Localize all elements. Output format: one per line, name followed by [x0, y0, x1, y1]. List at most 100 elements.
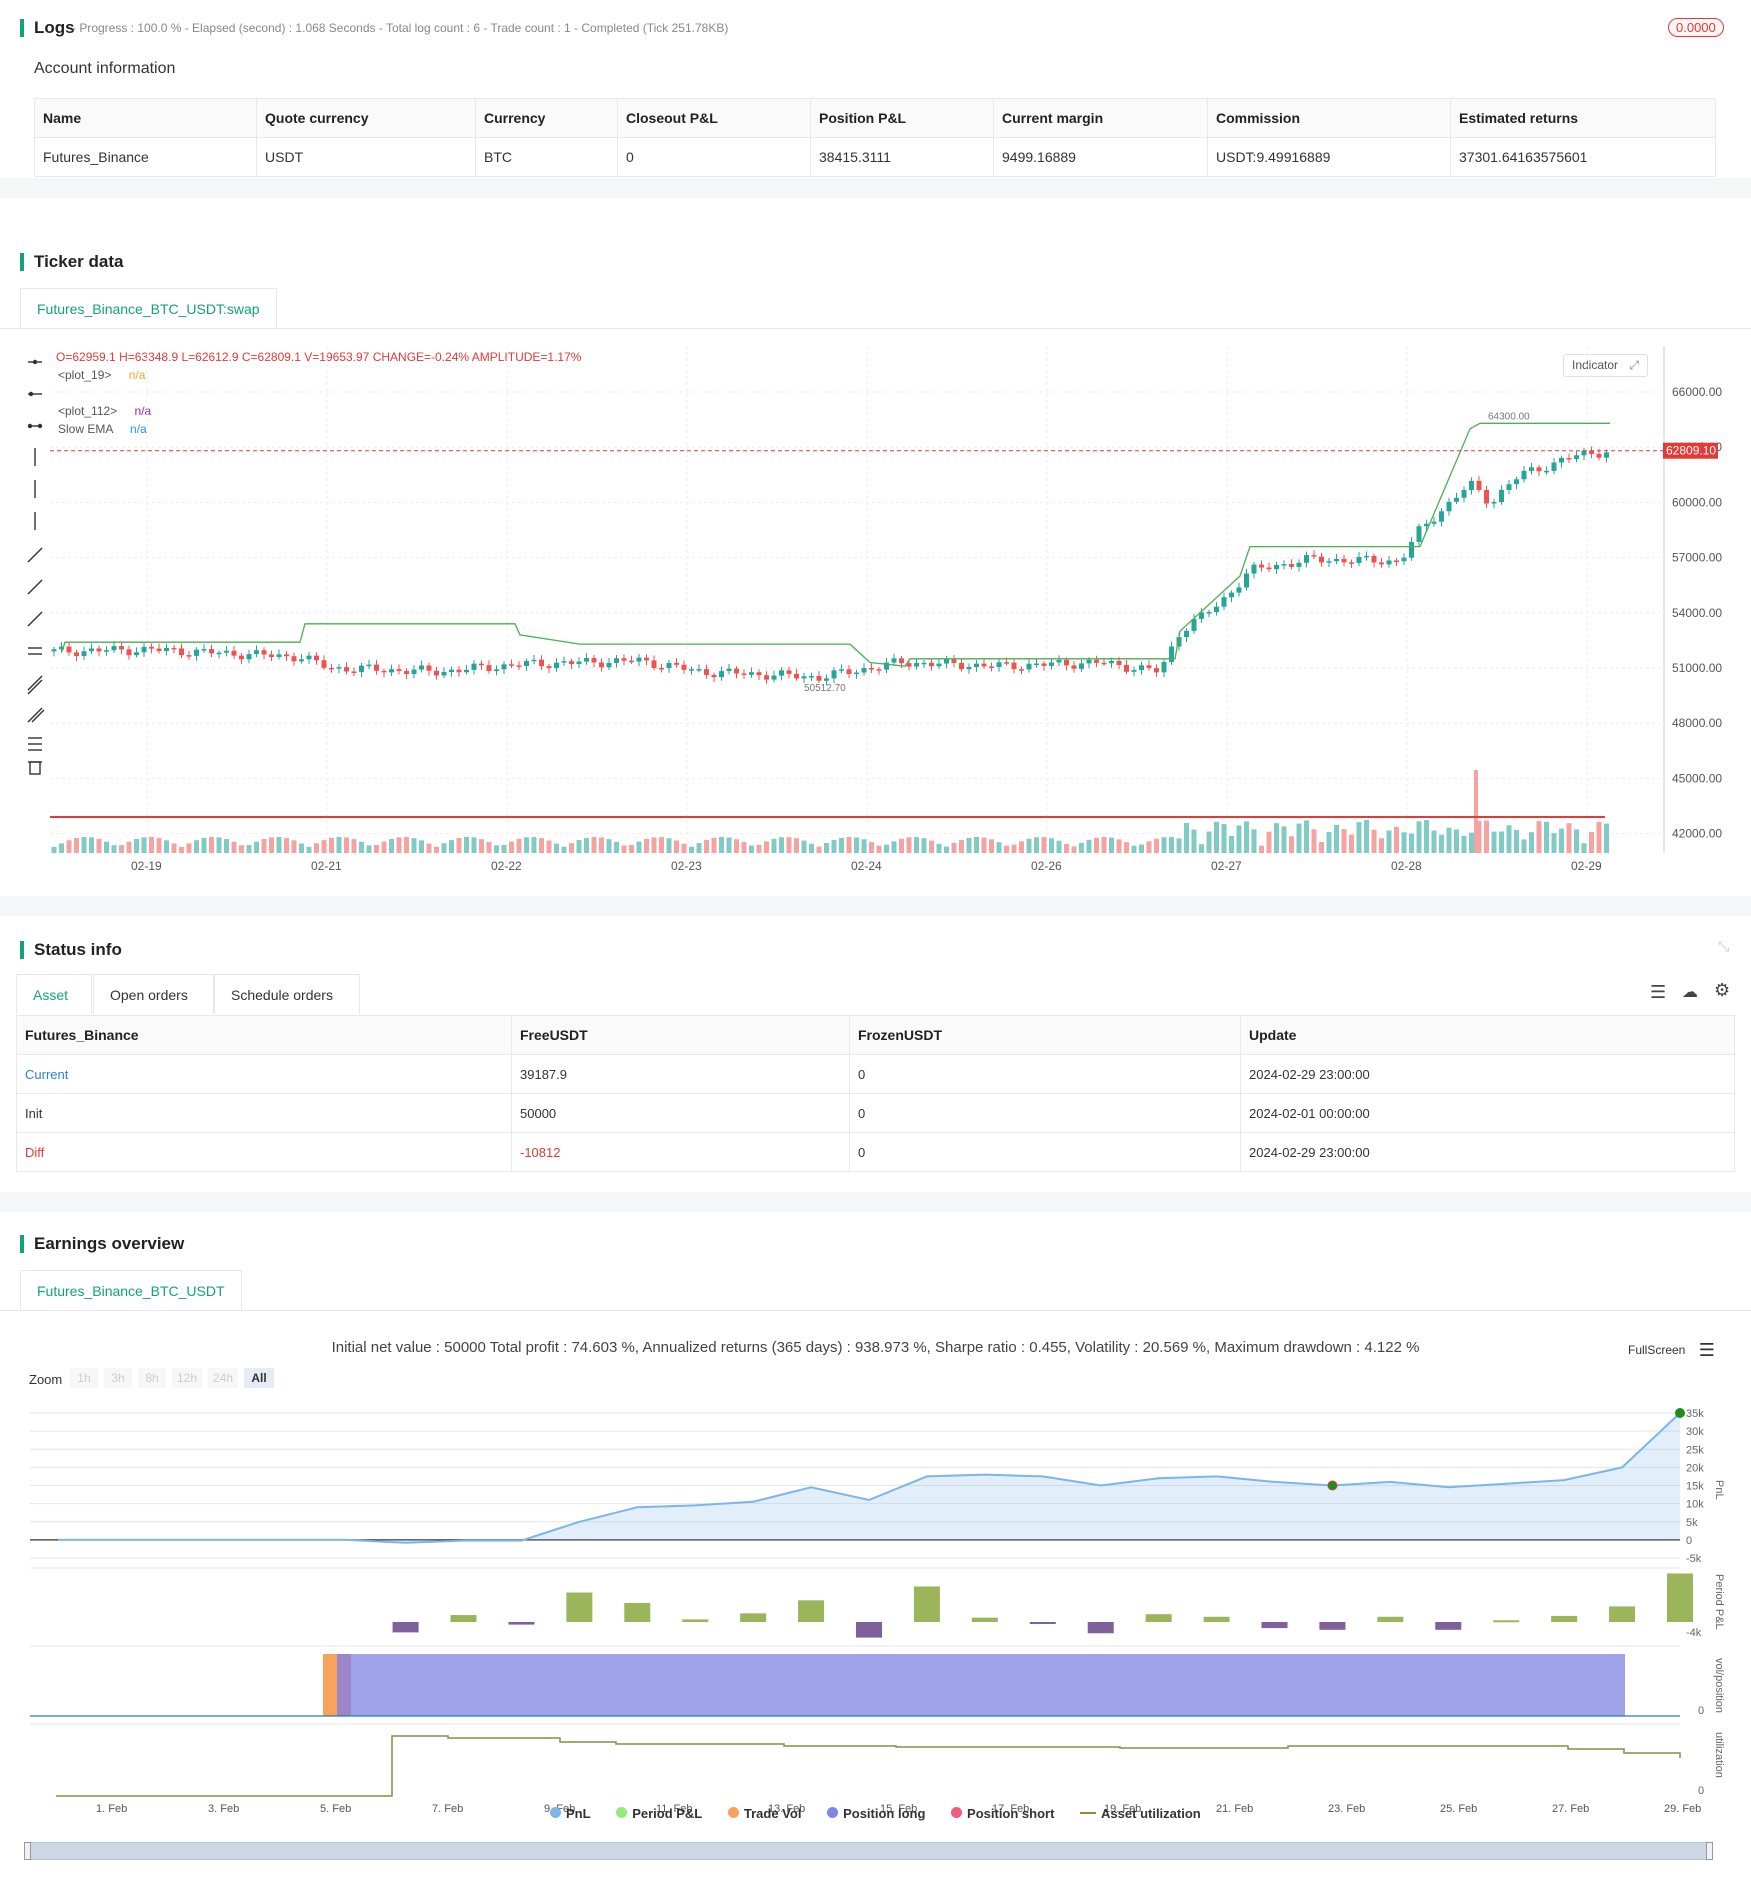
x-axis-tick: 02-22 [491, 859, 522, 873]
candle-body [1101, 662, 1107, 665]
asset-header: FrozenUSDT [849, 1015, 1241, 1055]
volume-bar [1356, 822, 1362, 853]
x-axis-tick: 15. Feb [880, 1803, 917, 1815]
x-axis-tick: 02-23 [671, 859, 702, 873]
legend-item-trade-vol[interactable]: Trade Vol [727, 1806, 801, 1821]
trade-vol-bar [323, 1654, 337, 1716]
navigator-scrollbar[interactable] [26, 1842, 1712, 1860]
volume-bar [1229, 835, 1234, 853]
candle-body [1259, 564, 1264, 568]
navigator-handle-right[interactable] [1706, 1842, 1713, 1860]
volume-bar [1244, 821, 1249, 853]
candle-body [254, 650, 259, 655]
candle-body [951, 658, 957, 663]
legend-item-pnl[interactable]: PnL [550, 1806, 591, 1821]
fullscreen-button[interactable]: FullScreen ☰ [1628, 1340, 1715, 1361]
candle-body [411, 669, 417, 675]
candle-body [1169, 646, 1174, 663]
list-icon[interactable]: ☰ [1650, 982, 1667, 1002]
volume-bar [1184, 822, 1189, 853]
candle-body [629, 660, 634, 663]
legend-item-position-long[interactable]: Position long [827, 1806, 925, 1821]
volume-bar [426, 843, 432, 853]
volume-bar [381, 841, 387, 853]
table-row: Init 50000 0 2024-02-01 00:00:00 [16, 1093, 1735, 1133]
candle-body [824, 678, 829, 681]
expand-icon[interactable]: ⤢ [1629, 358, 1639, 372]
volume-bar [126, 841, 132, 853]
volume-bar [351, 839, 357, 853]
volume-bar [1266, 831, 1272, 853]
volume-bar [809, 843, 814, 853]
candle-body [1214, 606, 1219, 613]
tab-schedule-orders[interactable]: Schedule orders [214, 974, 360, 1014]
legend-item-position-short[interactable]: Position short [951, 1806, 1054, 1821]
candle-body [1476, 480, 1482, 490]
x-axis-tick: 02-28 [1391, 859, 1422, 873]
volume-bar [1474, 770, 1478, 853]
indicator-button[interactable]: Indicator ⤢ [1563, 354, 1648, 377]
volume-bar [1011, 844, 1017, 853]
volume-bar [141, 837, 147, 853]
period-pnl-bar [798, 1600, 825, 1622]
legend-name: <plot_19> [58, 368, 112, 382]
gear-icon[interactable]: ⚙ [1714, 980, 1731, 1000]
zoom-24h[interactable]: 24h [208, 1368, 238, 1388]
volume-bar [824, 843, 829, 853]
earnings-chart[interactable]: 35k 30k 25k 20k 15k 10k 5k 0 -5k PnL -4k Period P&L… [0, 1212, 1751, 1892]
volume-bar [1101, 837, 1107, 853]
volume-bar [134, 838, 139, 853]
volume-bar [1596, 821, 1602, 853]
asset-row-label[interactable]: Current [16, 1054, 512, 1094]
volume-bar [1326, 832, 1332, 853]
candle-body [224, 650, 229, 653]
logs-section: Logs - Progress : 100.0 % - Elapsed (sec… [0, 0, 1751, 178]
account-cell: 9499.16889 [993, 137, 1208, 177]
candle-body [134, 652, 139, 656]
collapse-icon[interactable]: ⤡ [1718, 938, 1730, 954]
menu-icon[interactable]: ☰ [1698, 1340, 1715, 1360]
tab-ticker-symbol[interactable]: Futures_Binance_BTC_USDT:swap [20, 288, 277, 328]
volume-bar [434, 846, 439, 853]
cloud-download-icon[interactable]: ☁ [1682, 984, 1698, 1001]
zoom-1h[interactable]: 1h [70, 1368, 98, 1388]
tab-open-orders[interactable]: Open orders [93, 974, 214, 1014]
candle-body [261, 650, 267, 655]
period-pnl-bar [450, 1615, 477, 1622]
candle-body [1064, 659, 1069, 666]
candle-body [1356, 556, 1362, 563]
candle-body [876, 669, 882, 671]
zoom-12h[interactable]: 12h [172, 1368, 202, 1388]
volume-bar [854, 837, 859, 853]
x-axis-tick: 7. Feb [432, 1803, 463, 1815]
drawing-tools-icon[interactable] [24, 348, 46, 778]
volume-bar [374, 844, 379, 853]
tab-asset[interactable]: Asset [16, 974, 92, 1014]
zoom-8h[interactable]: 8h [138, 1368, 166, 1388]
zoom-3h[interactable]: 3h [104, 1368, 132, 1388]
volume-bar [179, 846, 184, 853]
candle-body [1371, 555, 1377, 563]
period-pnl-bar [1145, 1614, 1172, 1622]
candle-body [419, 665, 424, 670]
candle-body [959, 662, 964, 670]
period-pnl-bar [856, 1622, 882, 1638]
legend-item-asset-utilization[interactable]: Asset utilization [1080, 1806, 1201, 1821]
x-axis-tick: 02-26 [1031, 859, 1062, 873]
volume-bar [299, 843, 304, 853]
volume-bar [696, 843, 702, 853]
candle-body [321, 660, 327, 668]
volume-bar [531, 837, 537, 853]
candle-body [651, 660, 657, 668]
tab-earnings-symbol[interactable]: Futures_Binance_BTC_USDT [20, 1270, 242, 1310]
volume-bar [104, 841, 109, 853]
asset-table: Futures_Binance FreeUSDT FrozenUSDT Upda… [16, 1015, 1735, 1172]
candle-body [531, 659, 537, 662]
navigator-handle-left[interactable] [24, 1842, 31, 1860]
volume-bar [651, 837, 657, 853]
zoom-all[interactable]: All [244, 1368, 274, 1388]
account-header: Currency [475, 98, 618, 138]
last-price-label: 62809.10 [1666, 444, 1716, 458]
legend-item-period-pnl[interactable]: Period P&L [616, 1806, 702, 1821]
candle-body [306, 655, 312, 660]
